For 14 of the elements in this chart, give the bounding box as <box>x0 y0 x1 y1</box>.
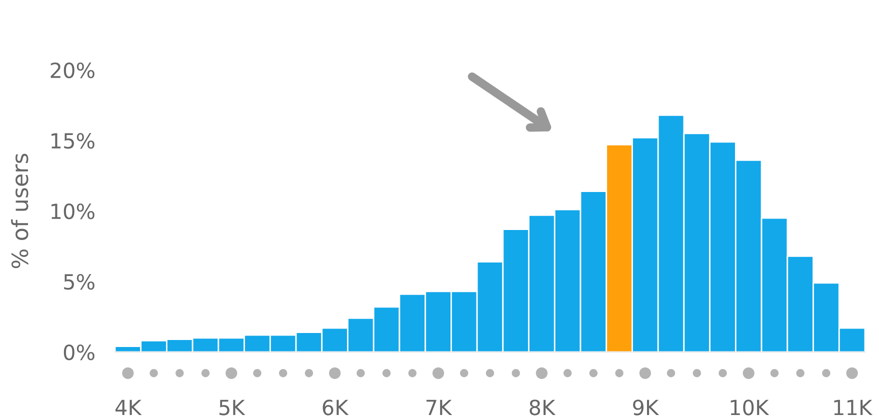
x-tick-label: 6K <box>322 400 349 416</box>
x-tick-label: 8K <box>530 400 556 416</box>
x-tick-label: 11K <box>834 400 873 416</box>
x-tick-label: 9K <box>633 400 660 416</box>
y-tick-label: 20% <box>50 62 94 78</box>
y-tick-label: 15% <box>52 132 94 149</box>
x-tick-label: 5K <box>220 400 246 416</box>
y-tick-label: 10% <box>52 203 94 220</box>
y-tick-label: 5% <box>64 274 94 290</box>
y-tick-label: 0% <box>64 344 94 360</box>
x-tick-label: 10K <box>730 400 770 416</box>
x-tick-label: 4K <box>115 400 142 416</box>
y-axis-title: % of users <box>11 154 28 268</box>
x-tick-label: 7K <box>426 400 452 416</box>
